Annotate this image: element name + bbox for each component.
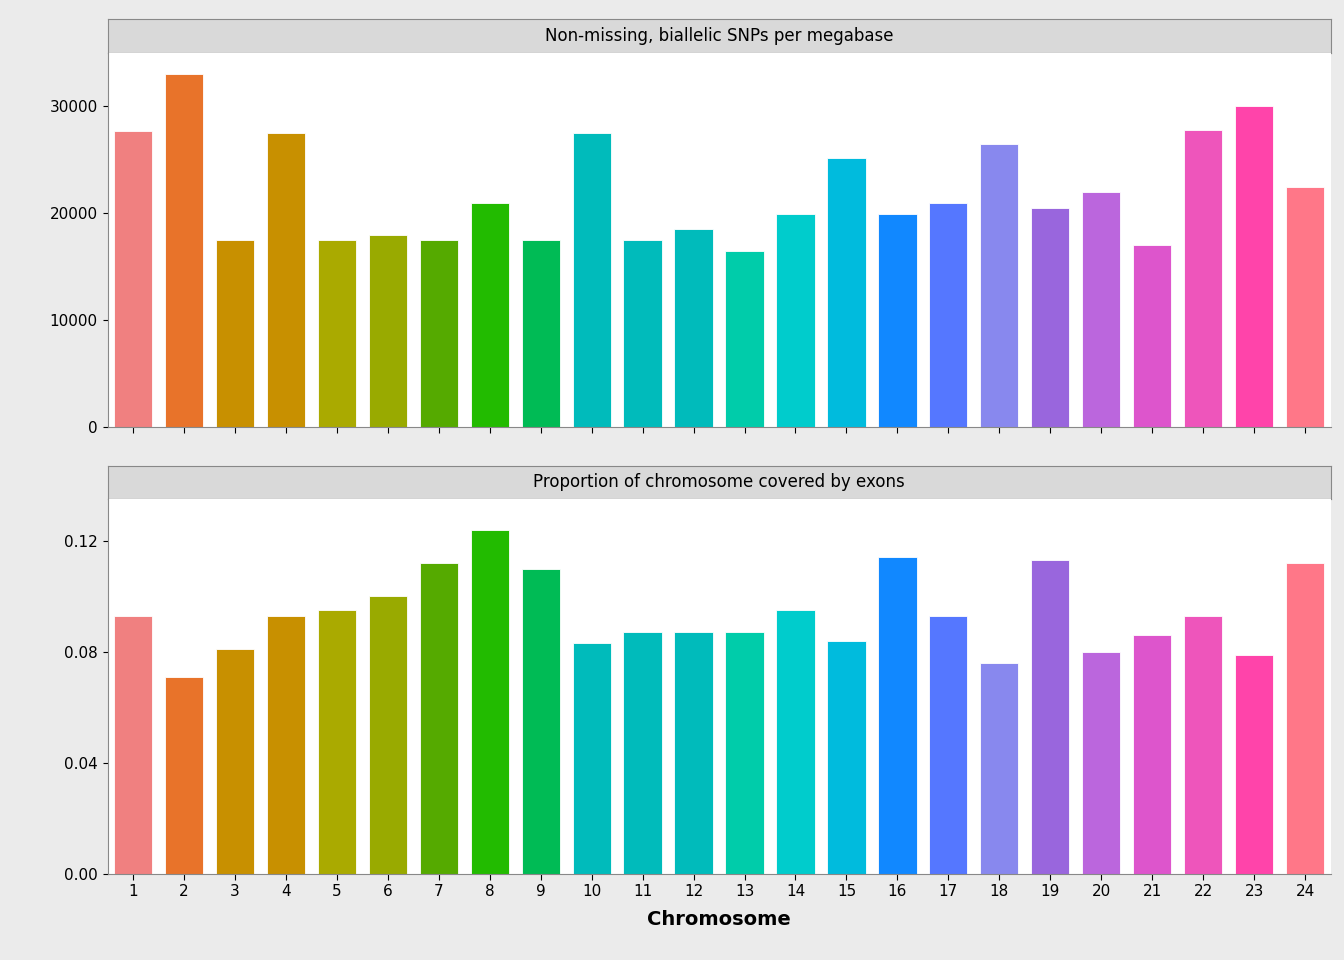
Bar	[317, 240, 356, 427]
Bar	[216, 649, 254, 874]
Bar	[1082, 652, 1121, 874]
Bar	[1286, 563, 1324, 874]
Bar	[368, 596, 407, 874]
Bar	[573, 133, 610, 427]
Bar	[1031, 208, 1070, 427]
Bar	[266, 615, 305, 874]
Text: Non-missing, biallelic SNPs per megabase: Non-missing, biallelic SNPs per megabase	[544, 27, 894, 45]
Bar	[1184, 615, 1222, 874]
Bar	[980, 662, 1019, 874]
Bar	[470, 203, 509, 427]
Bar	[929, 203, 968, 427]
Bar	[573, 643, 610, 874]
Bar	[216, 240, 254, 427]
Bar	[470, 530, 509, 874]
Bar	[828, 157, 866, 427]
Bar	[1235, 655, 1273, 874]
Bar	[726, 633, 763, 874]
Text: Proportion of chromosome covered by exons: Proportion of chromosome covered by exon…	[534, 473, 905, 492]
Bar	[878, 558, 917, 874]
Bar	[521, 240, 560, 427]
Bar	[675, 229, 712, 427]
Bar	[266, 133, 305, 427]
X-axis label: Chromosome: Chromosome	[648, 910, 790, 929]
Bar	[777, 611, 814, 874]
Bar	[828, 640, 866, 874]
Bar	[1133, 636, 1172, 874]
Bar	[675, 633, 712, 874]
Bar	[419, 563, 458, 874]
Bar	[368, 234, 407, 427]
Bar	[419, 240, 458, 427]
Bar	[878, 214, 917, 427]
Bar	[624, 633, 661, 874]
Bar	[317, 611, 356, 874]
Bar	[1133, 246, 1172, 427]
Bar	[114, 131, 152, 427]
Bar	[1235, 107, 1273, 427]
Bar	[726, 251, 763, 427]
Bar	[929, 615, 968, 874]
Bar	[165, 677, 203, 874]
Bar	[521, 568, 560, 874]
Bar	[1082, 192, 1121, 427]
Bar	[1031, 561, 1070, 874]
Bar	[1286, 186, 1324, 427]
Bar	[114, 615, 152, 874]
Bar	[165, 74, 203, 427]
Bar	[624, 240, 661, 427]
Bar	[1184, 130, 1222, 427]
Bar	[980, 144, 1019, 427]
Bar	[777, 214, 814, 427]
